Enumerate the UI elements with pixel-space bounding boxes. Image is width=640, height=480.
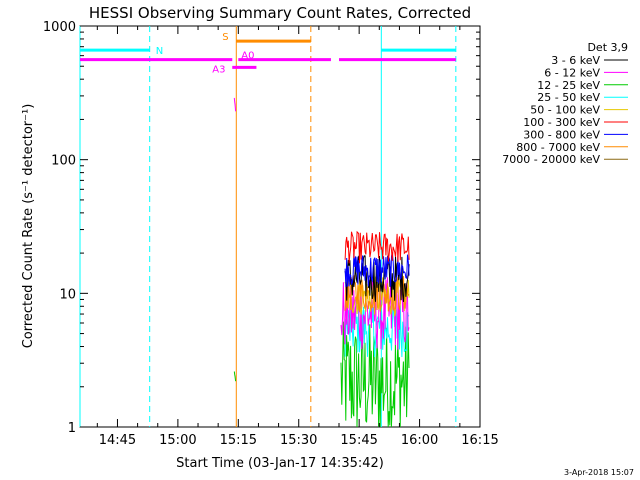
legend-label: 50 - 100 keV xyxy=(530,104,600,117)
plot-frame xyxy=(80,26,480,427)
data-fragment xyxy=(234,98,235,111)
status-bar-label: S xyxy=(222,32,228,43)
legend-label: 100 - 300 keV xyxy=(523,116,600,129)
legend-label: 6 - 12 keV xyxy=(544,66,600,79)
y-tick-label: 10 xyxy=(59,287,76,302)
x-axis-label: Start Time (03-Jan-17 14:35:42) xyxy=(176,456,384,471)
x-tick-label: 14:45 xyxy=(99,433,136,448)
y-axis-label: Corrected Count Rate (s⁻¹ detector⁻¹) xyxy=(21,104,36,349)
status-bar-label: A0 xyxy=(241,51,254,62)
timestamp: 3-Apr-2018 15:07 xyxy=(564,468,634,477)
x-tick-label: 16:00 xyxy=(401,433,438,448)
plot-content: N S A0 A3 xyxy=(80,26,456,427)
legend-label: 12 - 25 keV xyxy=(537,79,600,92)
y-tick-label: 1000 xyxy=(43,20,76,35)
legend-label: 7000 - 20000 keV xyxy=(502,153,600,166)
legend-label: 3 - 6 keV xyxy=(551,54,600,67)
status-bar-label: N xyxy=(156,46,163,57)
x-tick-label: 15:00 xyxy=(159,433,196,448)
legend-label: 25 - 50 keV xyxy=(537,91,600,104)
y-axis: 1 10 100 1000 xyxy=(43,20,480,436)
plot-area: N S A0 A3 xyxy=(80,26,480,427)
y-tick-label: 1 xyxy=(68,421,76,436)
legend-label: 800 - 7000 keV xyxy=(516,141,600,154)
x-tick-label: 15:30 xyxy=(280,433,317,448)
status-bar-label: A3 xyxy=(212,64,225,75)
y-tick-label: 100 xyxy=(51,154,76,169)
x-tick-label: 15:45 xyxy=(340,433,377,448)
chart-title: HESSI Observing Summary Count Rates, Cor… xyxy=(89,4,471,22)
data-fragment xyxy=(234,372,235,382)
x-tick-label: 16:15 xyxy=(461,433,498,448)
x-axis: 14:45 15:00 15:15 15:30 15:45 16:00 16:15 xyxy=(97,26,498,448)
x-tick-label: 15:15 xyxy=(220,433,257,448)
legend-title: Det 3,9 xyxy=(587,41,628,54)
legend-label: 300 - 800 keV xyxy=(523,128,600,141)
